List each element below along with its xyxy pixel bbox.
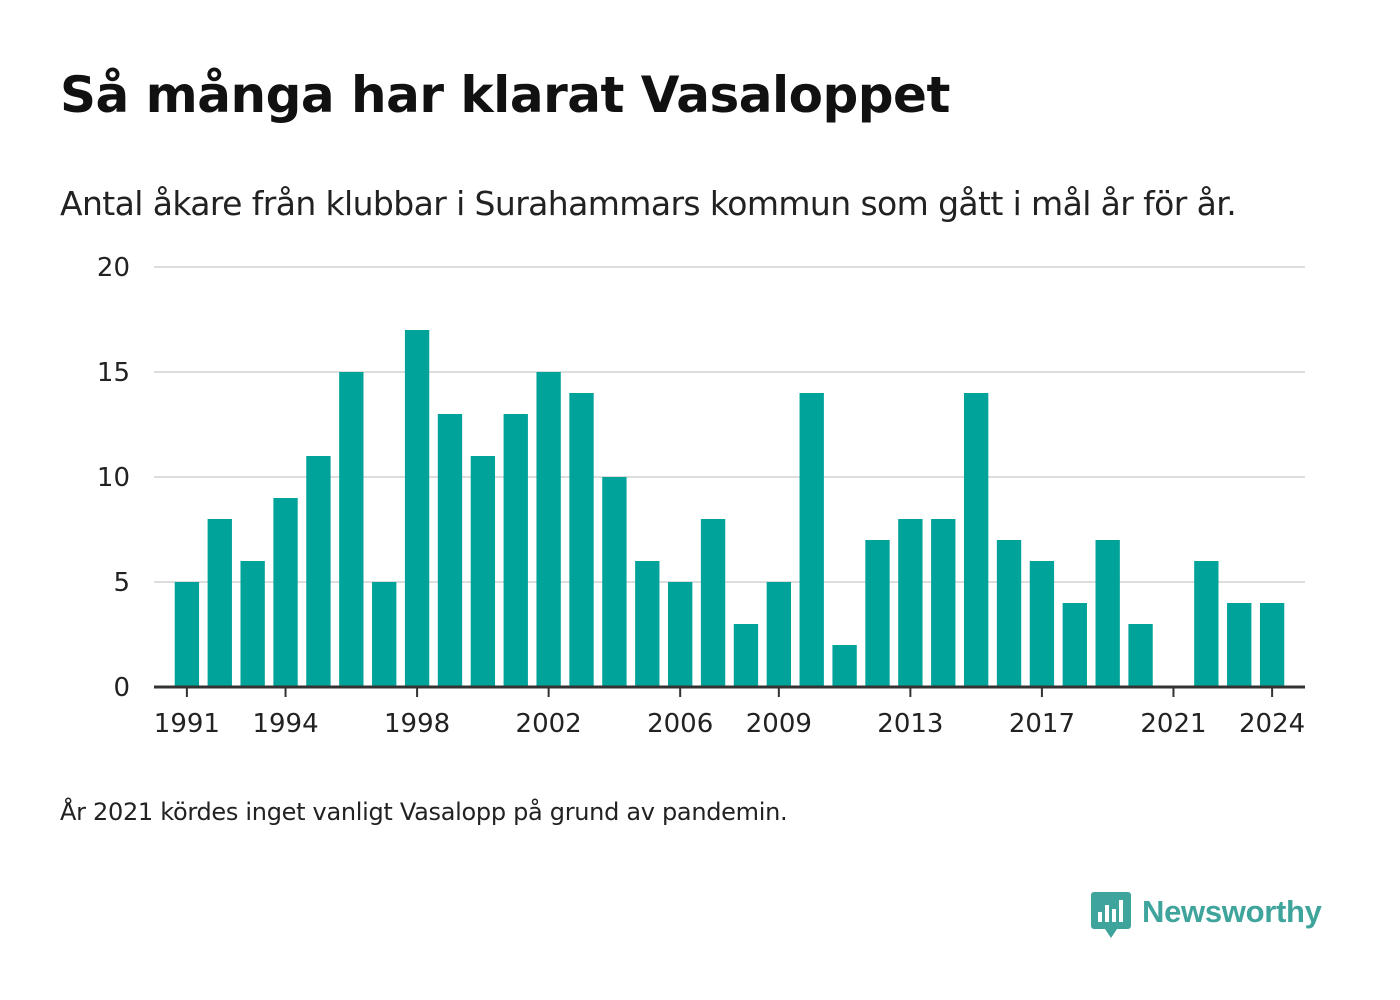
bar-2017: [1029, 561, 1055, 687]
y-tick-label: 20: [97, 253, 130, 283]
x-tick-label: 2006: [647, 709, 713, 739]
chart-subtitle: Antal åkare från klubbar i Surahammars k…: [60, 184, 1237, 223]
bar-2015: [963, 393, 989, 687]
chart-title: Så många har klarat Vasaloppet: [60, 66, 950, 124]
brand-name: Newsworthy: [1142, 894, 1322, 929]
y-tick-label: 15: [97, 358, 130, 388]
bar-1992: [207, 519, 232, 687]
x-tick-label: 2024: [1239, 709, 1305, 739]
bar-1996: [339, 372, 364, 687]
y-tick-label: 0: [113, 673, 130, 703]
x-axis-labels: 1991 1994 1998 2002 2006 2009 2013 2017 2021 2024: [154, 709, 1305, 739]
x-tick-label: 2017: [1009, 709, 1075, 739]
bar-1995: [306, 456, 331, 687]
bar-1991: [174, 582, 200, 687]
bar-2009: [766, 582, 791, 687]
bar-2008: [733, 624, 759, 687]
bar-2012: [865, 540, 890, 687]
bar-2007: [700, 519, 726, 687]
bar-2019: [1095, 540, 1120, 687]
bar-2004: [602, 477, 627, 687]
brand-logo[interactable]: Newsworthy: [1090, 890, 1322, 940]
bar-2014: [931, 519, 956, 687]
bar-2005: [635, 561, 660, 687]
x-tick-label: 2002: [516, 709, 582, 739]
y-tick-label: 5: [113, 568, 130, 598]
bar-1993: [240, 561, 265, 687]
bars: [174, 330, 1285, 687]
bar-2020: [1128, 624, 1153, 687]
newsworthy-chart-bubble-icon: [1091, 892, 1131, 938]
x-axis: [154, 685, 1305, 697]
bar-1998: [404, 330, 430, 687]
x-tick-label: 2021: [1140, 709, 1206, 739]
footnote: År 2021 kördes inget vanligt Vasalopp på…: [60, 798, 788, 826]
bar-2006: [668, 582, 693, 687]
x-tick-label: 1994: [252, 709, 318, 739]
bar-2023: [1227, 603, 1252, 687]
bar-1999: [437, 414, 463, 687]
bar-2024: [1259, 603, 1285, 687]
y-tick-label: 10: [97, 463, 130, 493]
bar-2000: [470, 456, 496, 687]
bar-2011: [832, 645, 857, 687]
bar-2002: [536, 372, 561, 687]
bar-1997: [372, 582, 397, 687]
x-tick-label: 1991: [154, 709, 220, 739]
x-tick-label: 2009: [746, 709, 812, 739]
x-tick-label: 2013: [877, 709, 943, 739]
x-tick-label: 1998: [384, 709, 450, 739]
bar-1994: [273, 498, 298, 687]
bar-2001: [503, 414, 528, 687]
bar-2003: [569, 393, 594, 687]
bar-2013: [898, 519, 923, 687]
bar-2010: [799, 393, 824, 687]
bar-2022: [1194, 561, 1219, 687]
bar-chart: 0 5 10 15 20 1991 1994 1998 2002 2006 2009 2013 201…: [97, 253, 1305, 739]
bar-2018: [1062, 603, 1087, 687]
bar-2016: [996, 540, 1022, 687]
y-axis-labels: 0 5 10 15 20: [97, 253, 130, 703]
